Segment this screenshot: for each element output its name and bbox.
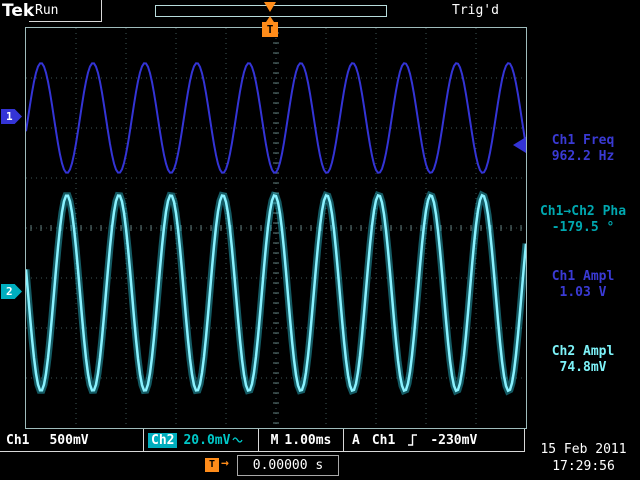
date: 15 Feb 2011 (540, 442, 627, 457)
ch1-label: Ch1 (6, 432, 30, 448)
datetime: 15 Feb 2011 17:29:56 (527, 441, 640, 475)
trigger-readout: A Ch1 -230mV (344, 429, 525, 452)
measurement-ch1-freq: Ch1 Freq 962.2 Hz (527, 133, 639, 165)
timebase-readout: M 1.00ms (259, 429, 344, 452)
time: 17:29:56 (552, 459, 615, 474)
ch1-scale: 500mV (49, 432, 89, 448)
measurement-value: 962.2 Hz (551, 149, 615, 164)
ch2-scale-readout: Ch2 20.0mV (144, 429, 259, 452)
trigger-arrow-icon: → (221, 456, 229, 471)
rising-edge-icon (407, 433, 418, 447)
ch2-label: Ch2 (148, 432, 178, 448)
measurement-ch2-ampl: Ch2 Ampl 74.8mV (527, 344, 639, 376)
measurement-phase: Ch1→Ch2 Pha -179.5 ° (527, 204, 639, 236)
measurement-label: Ch1→Ch2 Pha (539, 204, 627, 219)
ch1-scale-readout: Ch1 500mV (0, 429, 144, 452)
trigger-marker-tag: T (262, 16, 278, 37)
graticule-svg (25, 27, 527, 429)
trigger-marker-tag-bottom: T (205, 458, 219, 472)
ch1-ground-marker: 1 (1, 109, 22, 124)
measurement-value: 1.03 V (559, 285, 607, 300)
tek-logo: Tek (2, 1, 35, 21)
trigger-position-readout: 0.00000 s (237, 455, 339, 476)
measurement-label: Ch2 Ampl (551, 344, 615, 359)
ch2-ground-marker: 2 (1, 284, 22, 299)
measurement-label: Ch1 Freq (551, 133, 615, 148)
measurement-value: -179.5 ° (551, 220, 615, 235)
trigger-level-arrow-icon (513, 137, 526, 153)
ch2-scale: 20.0mV (183, 432, 231, 448)
measurement-value: 74.8mV (559, 360, 607, 375)
trigger-source: Ch1 (371, 432, 396, 448)
measurement-ch1-ampl: Ch1 Ampl 1.03 V (527, 269, 639, 301)
trigger-position-icon (264, 2, 276, 12)
trigger-mode: A (352, 432, 360, 448)
timebase-value: 1.00ms (284, 432, 332, 448)
trigger-level: -230mV (430, 432, 478, 448)
ac-coupling-icon (232, 435, 244, 445)
acquisition-state: Run (29, 0, 102, 22)
measurement-label: Ch1 Ampl (551, 269, 615, 284)
timebase-label: M (270, 432, 279, 448)
trigger-status: Trig'd (452, 3, 499, 18)
